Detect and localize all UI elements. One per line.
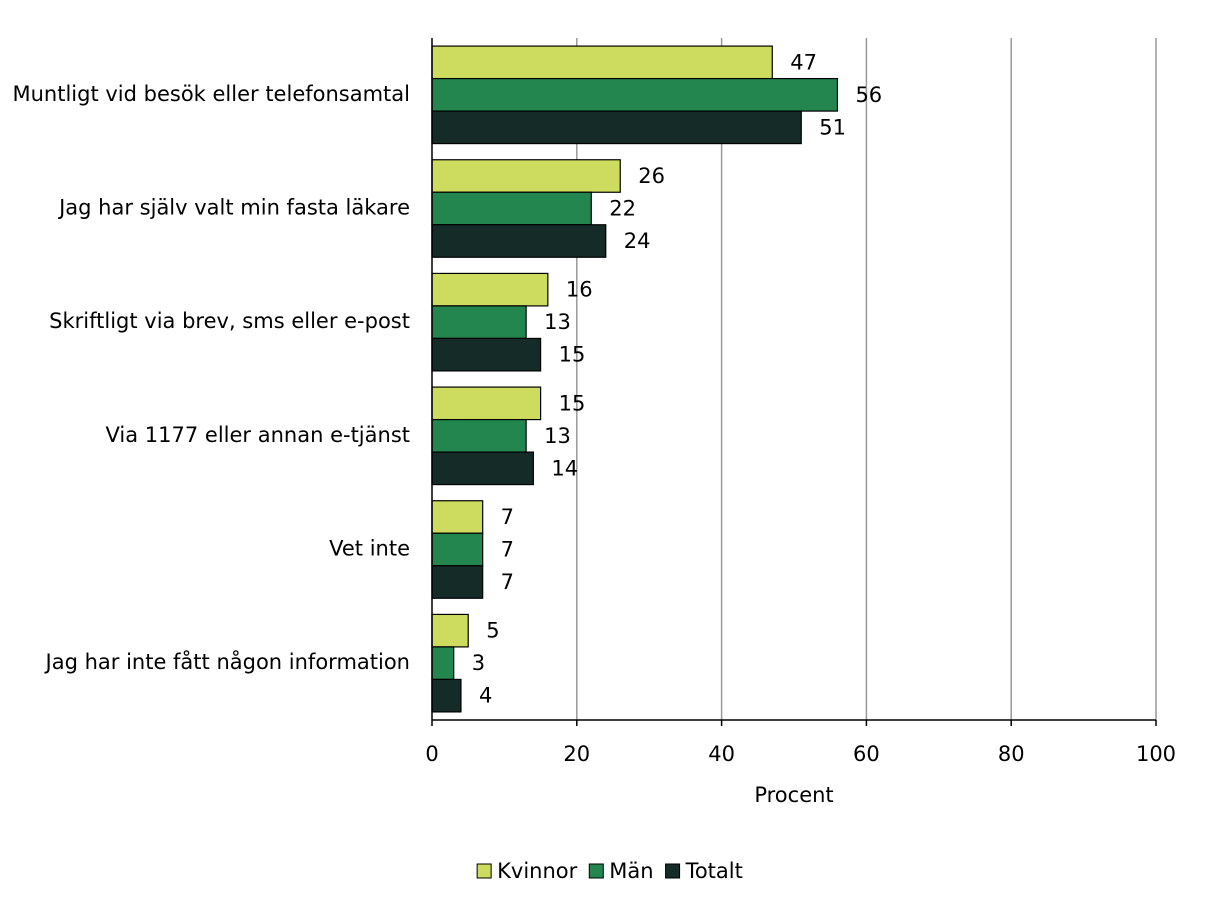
x-tick-label: 60 [853,742,880,766]
data-label: 51 [819,115,846,139]
data-label: 7 [501,570,514,594]
data-label: 56 [855,83,882,107]
y-tick-label: Skriftligt via brev, sms eller e-post [49,309,410,333]
data-label: 7 [501,538,514,562]
bar [431,418,527,453]
x-tick-label: 40 [708,742,735,766]
bar [431,224,607,258]
data-label: 22 [609,197,636,221]
x-tick-label: 100 [1136,742,1176,766]
y-tick-label: Vet inte [329,537,410,561]
legend-label: Totalt [685,859,743,883]
bar [431,337,542,372]
legend-swatch [588,863,604,879]
x-tick-label: 0 [425,742,438,766]
data-label: 7 [501,505,514,529]
bar [431,77,839,112]
data-label: 47 [790,50,817,74]
data-label: 14 [551,456,578,480]
data-label: 15 [559,391,586,415]
bar [431,159,621,193]
data-label: 5 [486,619,499,643]
bar [431,532,484,567]
data-label: 24 [624,229,651,253]
y-tick-label: Muntligt vid besök eller telefonsamtal [12,82,410,106]
y-tick-label: Jag har inte fått någon information [44,649,410,674]
bar [431,272,549,307]
legend-swatch [476,863,492,879]
bar [431,613,469,648]
data-label: 13 [544,424,571,448]
data-label: 4 [479,684,492,708]
x-tick-label: 20 [563,742,590,766]
x-axis-label: Procent [754,783,833,807]
x-tick-label: 80 [998,742,1025,766]
data-label: 15 [559,343,586,367]
bar [431,45,773,80]
bar [431,191,592,226]
legend-swatch [665,863,681,879]
y-tick-label: Via 1177 eller annan e-tjänst [106,423,410,447]
legend-label: Män [609,859,653,883]
bar [431,678,462,713]
data-label: 13 [544,310,571,334]
bar [431,451,534,486]
bar [431,565,484,599]
bar [431,646,455,681]
legend-label: Kvinnor [497,859,578,883]
y-tick-label: Jag har själv valt min fasta läkare [57,196,410,220]
bar [431,386,542,421]
bar [431,110,802,145]
bar [431,305,527,340]
data-label: 26 [638,164,665,188]
data-label: 3 [472,651,485,675]
data-label: 16 [566,278,593,302]
bar [431,500,484,534]
